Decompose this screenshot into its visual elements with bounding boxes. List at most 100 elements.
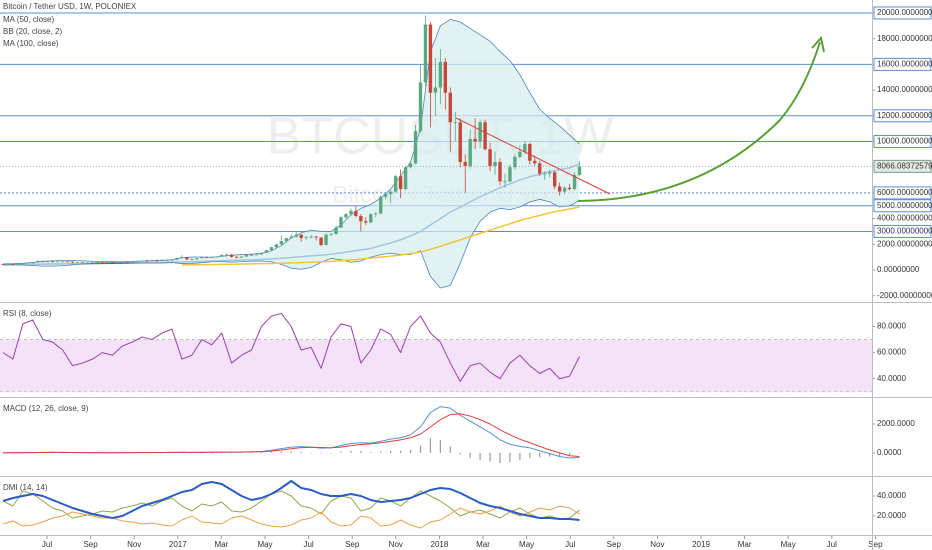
y-tick-label: 10000.00000000 — [877, 137, 932, 146]
histogram-bar — [370, 452, 372, 453]
histogram-bar — [221, 452, 223, 454]
candle-body — [388, 191, 393, 195]
histogram-bar — [489, 452, 491, 462]
candle-body — [175, 258, 179, 260]
histogram-bar — [191, 452, 193, 454]
x-tick-label: Sep — [868, 540, 883, 549]
y-tick-label: 2000.00000000 — [877, 239, 932, 248]
candle-body — [374, 213, 378, 215]
histogram-bar — [509, 452, 511, 463]
indicator-line — [2, 490, 580, 520]
candle-body — [294, 234, 298, 237]
candle-body — [60, 261, 65, 263]
candle-body — [314, 236, 318, 238]
candle-body — [478, 122, 482, 142]
candle-body — [448, 92, 452, 123]
candle-body — [438, 61, 443, 88]
histogram-bar — [330, 452, 332, 454]
x-tick-label: Mar — [738, 540, 752, 549]
candle-body — [195, 258, 199, 260]
y-tick-label: 0.0000 — [877, 448, 902, 457]
histogram-bar — [400, 450, 402, 453]
level-label-box — [873, 224, 932, 238]
histogram-bar — [350, 450, 352, 453]
y-tick-label: 6000.00000000 — [877, 188, 932, 197]
candle-body — [65, 261, 70, 263]
drawings — [455, 35, 825, 202]
candle-body — [205, 257, 209, 258]
x-tick-label: Jul — [827, 540, 837, 549]
y-tick-label: 2000.0000 — [877, 419, 915, 428]
candle-body — [528, 144, 532, 161]
candle-body — [488, 149, 492, 166]
chart-title: Bitcoin / Tether USD, 1W, POLONIEX — [3, 2, 137, 11]
y-tick-label: 14000.00000000 — [877, 85, 932, 94]
x-tick-label: Sep — [607, 540, 622, 549]
x-tick-label: Nov — [650, 540, 664, 549]
y-tick-label: 3000.00000000 — [877, 227, 932, 236]
candle-body — [354, 210, 358, 217]
legend: Bitcoin / Tether USD, 1W, POLONIEX MA (5… — [3, 2, 137, 492]
histogram-bar — [419, 445, 422, 453]
candle-body — [180, 257, 184, 259]
plot-layer: 8066.08372579 20000.00000000 18000.0000000… — [0, 6, 932, 549]
candle-body — [349, 210, 353, 215]
candle-body — [508, 167, 512, 182]
candle-body — [26, 262, 30, 264]
candle-body — [120, 261, 124, 263]
histogram-bar — [409, 450, 412, 453]
candle-body — [552, 172, 557, 187]
histogram-bar — [310, 452, 312, 454]
histogram-bar — [161, 452, 163, 454]
candle-body — [279, 241, 284, 245]
candle-body — [473, 138, 477, 142]
histogram-bar — [519, 452, 521, 461]
level-label-box — [873, 186, 932, 200]
candle-body — [483, 122, 487, 150]
candle-body — [100, 262, 105, 263]
y-tick-label: 4000.00000000 — [877, 214, 932, 223]
candle-body — [254, 254, 259, 256]
candle-body — [493, 162, 497, 166]
candle-body — [249, 254, 254, 256]
histogram-bar — [449, 446, 451, 453]
candle-body — [224, 254, 229, 256]
indicator-line — [2, 480, 580, 521]
candle-body — [80, 262, 85, 264]
candle-body — [244, 254, 249, 257]
candle-body — [229, 254, 234, 257]
x-tick-label: Nov — [389, 540, 403, 549]
candle-body — [135, 261, 139, 262]
candle-body — [379, 196, 383, 214]
candle-body — [95, 262, 100, 263]
candle-body — [125, 261, 129, 263]
candle-body — [36, 261, 40, 263]
histogram-bar — [240, 452, 243, 454]
x-tick-label: May — [781, 540, 796, 549]
candle-body — [70, 261, 75, 263]
candle-body — [398, 176, 403, 190]
candle-body — [16, 264, 20, 266]
candle-body — [155, 260, 159, 262]
x-tick-label: Sep — [83, 540, 98, 549]
candle-body — [110, 262, 115, 263]
candle-body — [105, 262, 110, 263]
candle-body — [190, 259, 194, 261]
legend-entry: MA (50, close) — [3, 15, 54, 24]
indicator-line — [2, 505, 580, 529]
trend-line — [455, 117, 611, 195]
histogram-bar — [340, 451, 342, 453]
legend-entry: BB (20, close, 2) — [3, 27, 62, 36]
candle-body — [498, 162, 502, 182]
candle-body — [428, 24, 433, 93]
candle-body — [219, 254, 224, 257]
histogram-bar — [380, 451, 382, 453]
x-tick-label: Sep — [345, 540, 360, 549]
x-tick-label: Jul — [42, 540, 52, 549]
legend-entry: MA (100, close) — [3, 39, 59, 48]
histogram-bar — [211, 452, 213, 454]
candle-body — [533, 160, 537, 164]
histogram-bar — [360, 451, 362, 453]
candle-body — [11, 264, 15, 265]
candle-body — [562, 187, 567, 192]
